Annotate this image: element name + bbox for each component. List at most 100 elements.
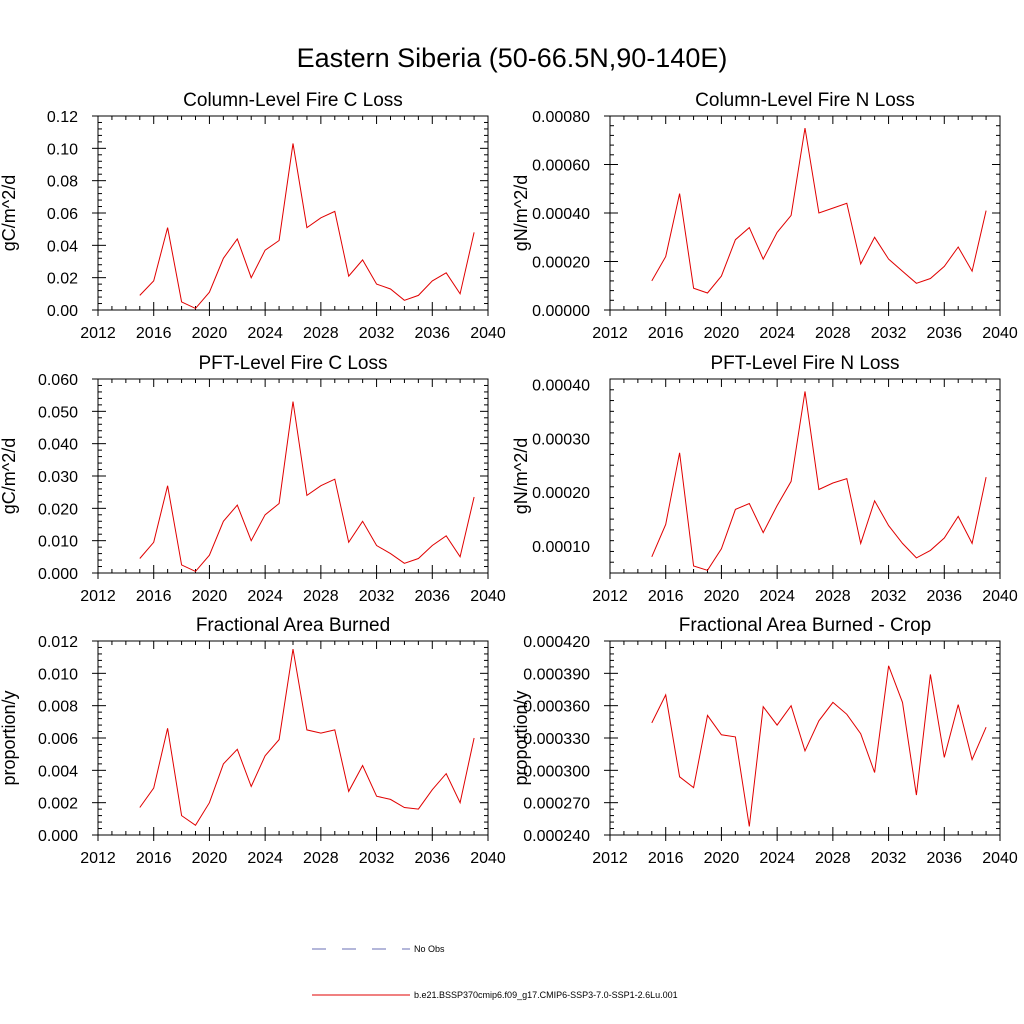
y-axis-label: gC/m^2/d (0, 438, 19, 514)
y-tick-label: 0.04 (47, 238, 78, 255)
x-tick-label: 2024 (247, 588, 283, 605)
x-tick-label: 2024 (759, 850, 795, 867)
y-tick-label: 0.000 (38, 828, 78, 845)
y-tick-label: 0.00060 (532, 158, 590, 175)
legend-label-no-obs: No Obs (414, 944, 445, 954)
x-tick-label: 2040 (982, 325, 1018, 342)
x-tick-label: 2012 (592, 325, 628, 342)
y-tick-label: 0.00020 (532, 255, 590, 272)
series-line (139, 143, 475, 310)
y-axis-label: gN/m^2/d (511, 438, 531, 514)
plot-frame (97, 378, 489, 574)
y-axis-label: gC/m^2/d (0, 175, 19, 251)
chart-panel-2: Column-Level Fire N Loss 2012 2016 2020 2024… (511, 90, 1018, 342)
x-tick-label: 2016 (648, 588, 684, 605)
x-tick-label: 2028 (303, 850, 339, 867)
panel-title: Fractional Area Burned - Crop (679, 615, 931, 636)
x-tick-label: 2036 (414, 325, 450, 342)
y-tick-label: 0.040 (38, 437, 78, 454)
y-tick-label: 0.12 (47, 109, 78, 126)
y-tick-label: 0.000360 (523, 699, 590, 716)
x-tick-label: 2020 (704, 588, 740, 605)
y-axis-label: gN/m^2/d (511, 175, 531, 251)
x-tick-label: 2036 (414, 850, 450, 867)
chart-panels: Column-Level Fire C Loss 2012 2016 2020 2024… (0, 90, 1018, 867)
panel-title: PFT-Level Fire N Loss (711, 353, 900, 374)
y-tick-label: 0.00080 (532, 109, 590, 126)
x-tick-label: 2040 (470, 850, 506, 867)
legend-label-model-run: b.e21.BSSP370cmip6.f09_g17.CMIP6-SSP3-7.… (414, 990, 678, 1000)
y-tick-label: 0.010 (38, 534, 78, 551)
series-line (651, 128, 987, 294)
x-tick-label: 2016 (136, 850, 172, 867)
x-tick-label: 2040 (470, 325, 506, 342)
y-tick-label: 0.000330 (523, 731, 590, 748)
x-tick-label: 2024 (759, 325, 795, 342)
y-tick-label: 0.00040 (532, 377, 590, 394)
series-line (139, 649, 475, 827)
x-tick-label: 2032 (359, 850, 395, 867)
y-tick-label: 0.004 (38, 763, 78, 780)
x-tick-label: 2012 (80, 588, 116, 605)
x-tick-label: 2036 (926, 850, 962, 867)
chart-panel-3: PFT-Level Fire C Loss 2012 2016 2020 2024 202… (0, 353, 506, 605)
x-tick-label: 2040 (982, 588, 1018, 605)
x-tick-label: 2028 (815, 588, 851, 605)
x-tick-label: 2016 (136, 588, 172, 605)
x-tick-label: 2020 (704, 325, 740, 342)
x-tick-label: 2020 (192, 588, 228, 605)
x-tick-label: 2028 (303, 325, 339, 342)
x-tick-label: 2032 (871, 850, 907, 867)
x-tick-label: 2040 (470, 588, 506, 605)
y-axis-label: proportion/y (0, 690, 19, 785)
x-tick-label: 2036 (414, 588, 450, 605)
y-axis-label: proportion/y (511, 690, 531, 785)
series-line (139, 401, 475, 573)
y-tick-label: 0.06 (47, 206, 78, 223)
x-tick-label: 2032 (359, 588, 395, 605)
y-tick-label: 0.10 (47, 141, 78, 158)
plot-frame (609, 115, 1001, 311)
y-tick-label: 0.008 (38, 699, 78, 716)
figure-title: Eastern Siberia (50-66.5N,90-140E) (297, 43, 728, 73)
y-tick-label: 0.030 (38, 469, 78, 486)
panel-title: PFT-Level Fire C Loss (199, 353, 388, 374)
y-tick-label: 0.000420 (523, 634, 590, 651)
panel-title: Column-Level Fire N Loss (695, 90, 915, 111)
legend: No Obs b.e21.BSSP370cmip6.f09_g17.CMIP6-… (312, 944, 678, 1000)
y-tick-label: 0.00040 (532, 206, 590, 223)
x-tick-label: 2020 (192, 850, 228, 867)
x-tick-label: 2020 (704, 850, 740, 867)
y-tick-label: 0.060 (38, 372, 78, 389)
x-tick-label: 2020 (192, 325, 228, 342)
y-tick-label: 0.020 (38, 501, 78, 518)
y-tick-label: 0.012 (38, 634, 78, 651)
series-line (651, 391, 987, 571)
panel-title: Column-Level Fire C Loss (183, 90, 403, 111)
plot-frame (97, 640, 489, 836)
y-tick-label: 0.02 (47, 271, 78, 288)
y-tick-label: 0.00020 (532, 485, 590, 502)
x-tick-label: 2032 (871, 325, 907, 342)
y-tick-label: 0.050 (38, 404, 78, 421)
y-tick-label: 0.00010 (532, 539, 590, 556)
y-tick-label: 0.000240 (523, 828, 590, 845)
x-tick-label: 2016 (648, 325, 684, 342)
y-tick-label: 0.010 (38, 666, 78, 683)
y-tick-label: 0.08 (47, 174, 78, 191)
x-tick-label: 2028 (303, 588, 339, 605)
y-tick-label: 0.000270 (523, 796, 590, 813)
chart-panel-5: Fractional Area Burned 2012 2016 2020 2024 20… (0, 615, 506, 867)
series-line (651, 665, 987, 827)
x-tick-label: 2028 (815, 325, 851, 342)
chart-panel-6: Fractional Area Burned - Crop 2012 2016 202… (511, 615, 1018, 867)
y-tick-label: 0.000 (38, 566, 78, 583)
x-tick-label: 2016 (136, 325, 172, 342)
panel-title: Fractional Area Burned (196, 615, 390, 636)
x-tick-label: 2016 (648, 850, 684, 867)
y-tick-label: 0.000390 (523, 666, 590, 683)
chart-panel-1: Column-Level Fire C Loss 2012 2016 2020 2024… (0, 90, 506, 342)
x-tick-label: 2036 (926, 588, 962, 605)
y-tick-label: 0.00030 (532, 431, 590, 448)
